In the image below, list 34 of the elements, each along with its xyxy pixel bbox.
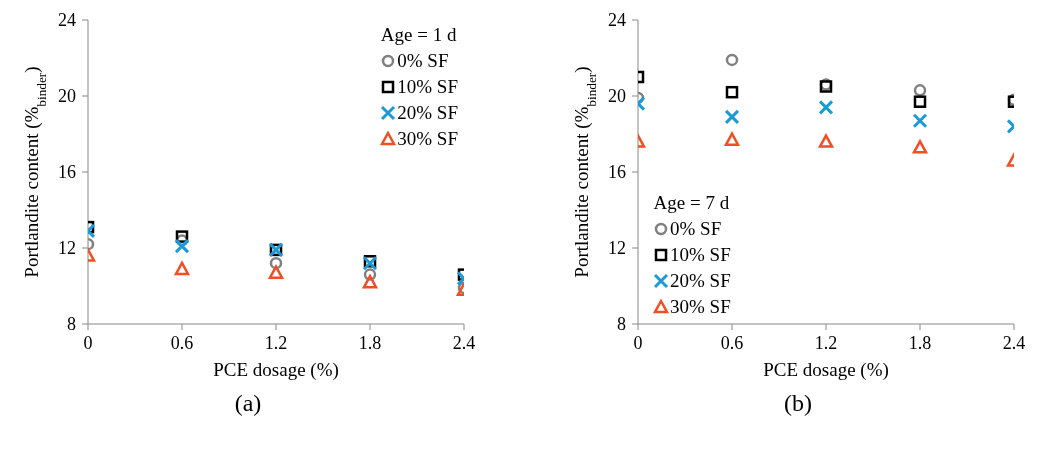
x-tick-label: 0.6: [170, 332, 194, 353]
legend-title: Age = 7 d: [652, 191, 731, 215]
legend-label: 20% SF: [670, 269, 731, 293]
y-tick-label: 24: [608, 10, 626, 31]
x-tick-label: 1.2: [814, 332, 838, 353]
y-tick-label: 16: [608, 162, 626, 183]
legend-label: 10% SF: [670, 243, 731, 267]
y-tick-label: 12: [58, 238, 76, 259]
legend-label: 10% SF: [397, 75, 458, 99]
legend-label: 0% SF: [670, 217, 722, 241]
x-tick-label: 0.6: [720, 332, 744, 353]
y-tick-label: 12: [608, 238, 626, 259]
x-tick-label: 1.2: [264, 332, 288, 353]
legend-label: 30% SF: [670, 295, 731, 319]
x-tick-label: 2.4: [1002, 332, 1026, 353]
text: (a): [234, 390, 262, 417]
legend-label: 30% SF: [397, 127, 458, 151]
x-tick-label: 1.8: [358, 332, 382, 353]
y-tick-label: 16: [58, 162, 76, 183]
x-axis-title: PCE dosage (%): [763, 359, 889, 381]
y-tick-label: 20: [608, 86, 626, 107]
x-tick-label: 0: [83, 332, 93, 353]
x-tick-label: 2.4: [452, 332, 476, 353]
x-tick-label: 0: [633, 332, 643, 353]
legend-label: 20% SF: [397, 101, 458, 125]
y-tick-label: 8: [67, 314, 76, 335]
legend-title: Age = 1 d: [379, 23, 458, 47]
x-tick-label: 1.8: [908, 332, 932, 353]
y-tick-label: 8: [617, 314, 626, 335]
y-tick-label: 24: [58, 10, 76, 31]
y-tick-label: 20: [58, 86, 76, 107]
legend-label: 0% SF: [397, 49, 449, 73]
text: (b): [784, 390, 812, 417]
x-axis-title: PCE dosage (%): [213, 359, 339, 381]
